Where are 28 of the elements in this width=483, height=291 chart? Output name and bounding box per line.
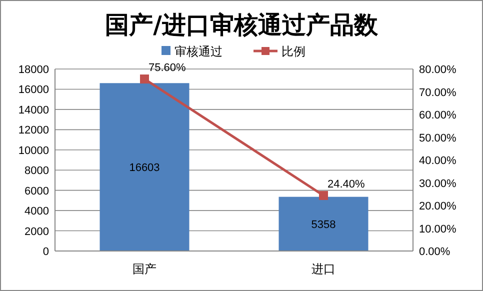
y2-tick-label: 70.00% xyxy=(419,86,457,99)
y-tick-label: 10000 xyxy=(18,144,49,157)
legend-label: 比例 xyxy=(282,44,306,58)
y-tick-label: 16000 xyxy=(18,84,49,96)
x-tick-label: 国产 xyxy=(132,262,156,276)
y2-tick-label: 80.00% xyxy=(419,64,457,76)
y-tick-label: 2000 xyxy=(24,226,49,238)
y-tick-label: 4000 xyxy=(24,206,49,218)
y2-tick-label: 0.00% xyxy=(419,246,450,258)
data-label: 75.60% xyxy=(148,62,186,74)
y2-tick-label: 50.00% xyxy=(419,132,457,144)
legend-label: 审核通过 xyxy=(174,44,222,58)
data-label: 24.40% xyxy=(328,178,366,190)
y-tick-label: 8000 xyxy=(24,165,49,178)
y-tick-label: 12000 xyxy=(18,124,49,137)
y2-tick-label: 60.00% xyxy=(419,110,457,122)
y-tick-label: 6000 xyxy=(24,185,49,198)
y2-tick-label: 30.00% xyxy=(419,178,457,190)
data-label: 5358 xyxy=(311,218,336,231)
y-tick-label: 14000 xyxy=(18,104,49,116)
data-label: 16603 xyxy=(129,162,160,174)
y-tick-label: 18000 xyxy=(18,64,49,76)
x-tick-label: 进口 xyxy=(312,262,336,276)
chart-title: 国产/进口审核通过产品数 xyxy=(105,11,379,39)
y2-tick-label: 10.00% xyxy=(419,223,457,236)
y2-tick-label: 40.00% xyxy=(419,155,457,167)
y-tick-label: 0 xyxy=(42,246,49,258)
y2-tick-label: 20.00% xyxy=(419,200,457,212)
